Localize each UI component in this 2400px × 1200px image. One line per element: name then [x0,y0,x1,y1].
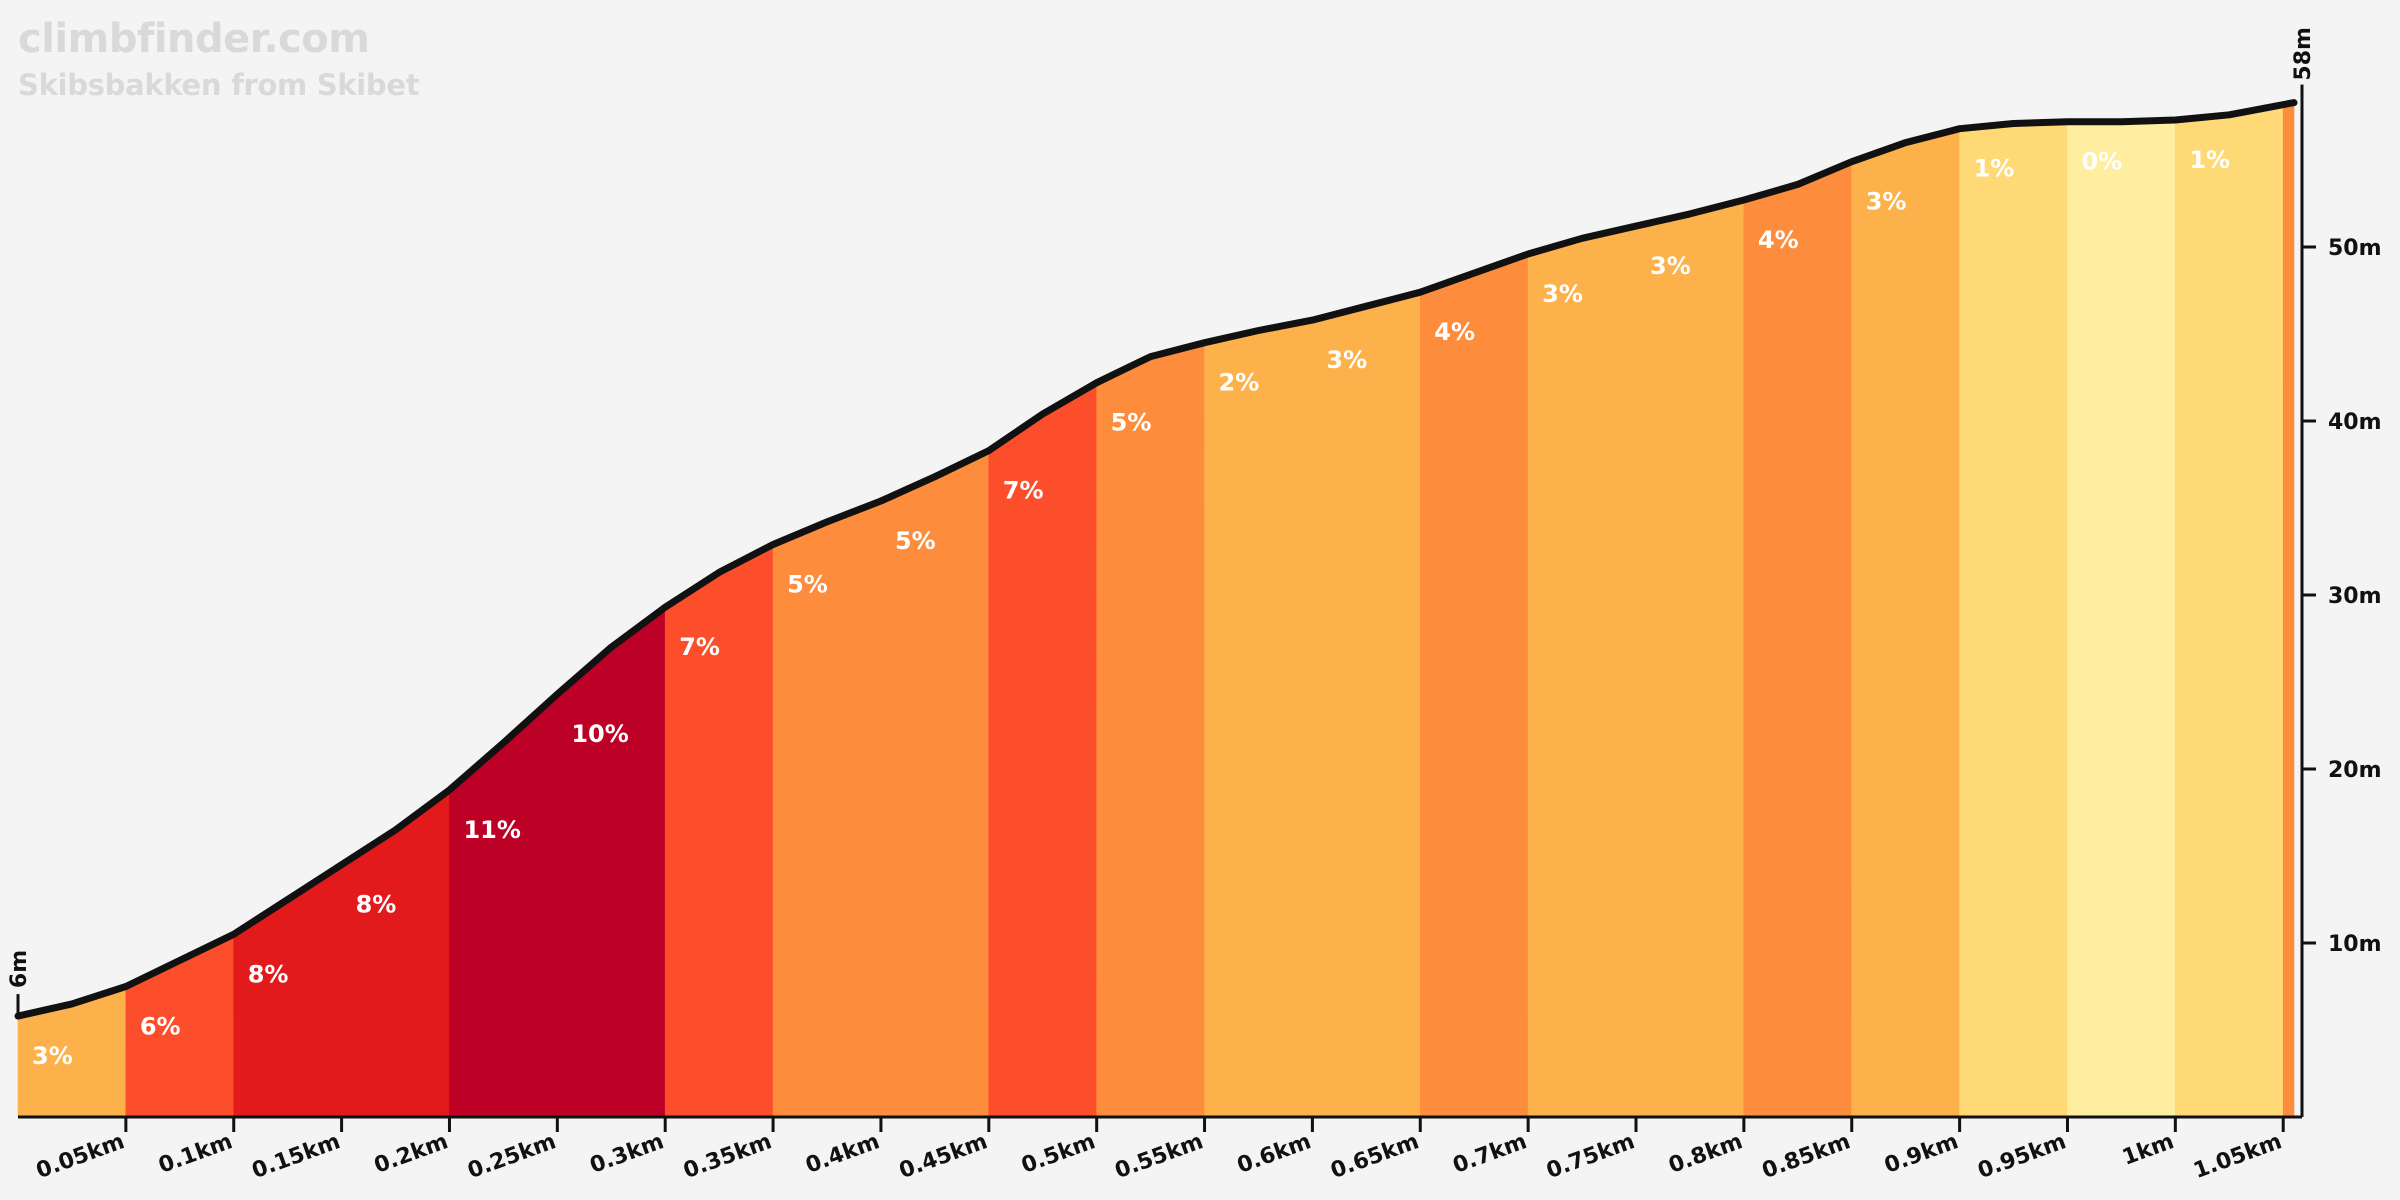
x-tick-label-12: 0.65km [1327,1129,1422,1184]
x-tick-label-14: 0.75km [1543,1129,1638,1184]
y-tick-label-4: 50m [2328,236,2382,261]
grade-segment-3 [341,789,450,1118]
x-tick-label-15: 0.8km [1665,1129,1745,1179]
grade-segment-14 [1527,225,1637,1118]
grade-segment-15 [1635,199,1745,1118]
grade-segment-11 [1204,319,1313,1118]
x-tick-label-9: 0.5km [1018,1129,1098,1179]
x-tick-label-5: 0.3km [587,1129,667,1179]
grade-segment-21 [2282,102,2295,1118]
x-tick-label-16: 0.85km [1759,1129,1854,1184]
x-tick-label-6: 0.35km [680,1129,775,1184]
y-tick-label-0: 10m [2328,932,2382,957]
grade-label-16: 4% [1758,226,1799,254]
x-tick-label-17: 0.9km [1881,1129,1961,1179]
grade-label-7: 5% [787,571,828,599]
grade-label-9: 7% [1003,477,1044,505]
x-tick-label-7: 0.4km [803,1129,883,1179]
grade-label-3: 8% [356,891,397,919]
grade-segment-4 [449,693,558,1118]
x-tick-label-11: 0.6km [1234,1129,1314,1179]
grade-label-5: 10% [571,720,628,748]
y-tick-label-1: 20m [2328,758,2382,783]
x-tick-label-3: 0.2km [371,1129,451,1179]
chart-subtitle: Skibsbakken from Skibet [18,68,420,102]
end-elevation-label: 58m [2291,27,2316,81]
grade-label-18: 1% [1974,155,2015,183]
start-elevation-label: 6m [7,950,32,988]
grade-label-12: 3% [1326,346,1367,374]
x-tick-label-8: 0.45km [896,1129,991,1184]
grade-label-2: 8% [248,960,289,988]
x-tick-label-18: 0.95km [1975,1129,2070,1184]
x-tick-label-20: 1.05km [2190,1129,2285,1184]
x-tick-label-1: 0.1km [155,1129,235,1179]
y-tick-label-3: 40m [2328,410,2382,435]
x-tick-label-10: 0.55km [1112,1129,1207,1184]
grade-segment-13 [1419,253,1529,1118]
brand-watermark: climbfinder.com [18,16,370,62]
grade-segment-12 [1312,291,1421,1118]
grade-label-15: 3% [1650,252,1691,280]
y-tick-label-2: 30m [2328,584,2382,609]
grade-label-1: 6% [140,1013,181,1041]
grade-segment-6 [664,544,774,1118]
x-tick-label-0: 0.05km [33,1129,128,1184]
x-tick-label-19: 1km [2119,1129,2177,1171]
grade-label-20: 1% [2189,146,2230,174]
grade-segment-17 [1851,128,1960,1118]
elevation-profile-line [14,99,2298,1020]
grade-label-19: 0% [2081,148,2122,176]
grade-label-4: 11% [463,816,520,844]
grade-label-8: 5% [895,527,936,555]
grade-label-11: 2% [1219,369,1260,397]
grade-label-13: 4% [1434,318,1475,346]
x-tick-label-4: 0.25km [465,1129,560,1184]
grade-segment-16 [1743,161,1853,1118]
grade-segment-19 [2067,119,2176,1118]
grade-label-10: 5% [1111,409,1152,437]
grade-segment-20 [2174,104,2284,1118]
grade-label-17: 3% [1866,188,1907,216]
grade-label-6: 7% [679,633,720,661]
x-tick-label-13: 0.7km [1450,1129,1530,1179]
grade-segment-18 [1959,121,2068,1118]
grade-segment-10 [1096,342,1205,1118]
x-tick-label-2: 0.15km [249,1129,344,1184]
grade-label-0: 3% [32,1042,73,1070]
grade-label-14: 3% [1542,280,1583,308]
